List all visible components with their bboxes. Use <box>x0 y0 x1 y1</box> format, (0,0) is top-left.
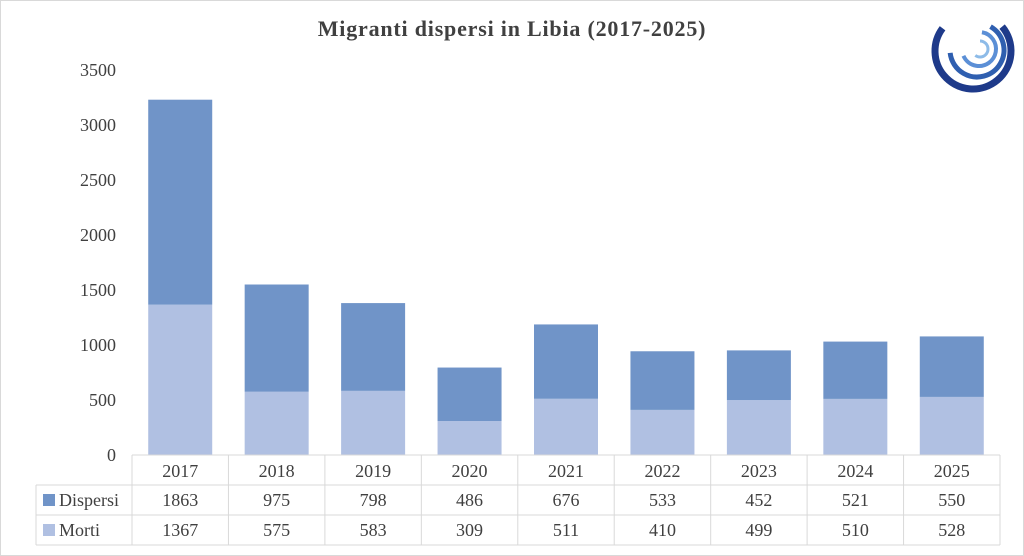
y-tick-label: 3000 <box>80 115 116 135</box>
bar-dispersi-2017 <box>148 99 213 305</box>
legend-key-dispersi <box>43 494 55 506</box>
bar-morti-2024 <box>823 398 888 455</box>
table-value-morti: 528 <box>938 520 965 540</box>
bar-morti-2020 <box>437 421 502 455</box>
bar-dispersi-2018 <box>244 284 309 392</box>
legend-label-dispersi: Dispersi <box>59 490 119 510</box>
table-value-morti: 1367 <box>162 520 198 540</box>
bar-morti-2022 <box>630 409 695 455</box>
table-value-dispersi: 486 <box>456 490 483 510</box>
y-tick-label: 1500 <box>80 280 116 300</box>
y-tick-label: 500 <box>89 390 116 410</box>
bar-dispersi-2021 <box>534 324 598 399</box>
bar-dispersi-2019 <box>341 303 406 391</box>
table-value-morti: 511 <box>553 520 579 540</box>
y-tick-label: 1000 <box>80 335 116 355</box>
bar-morti-2023 <box>726 400 791 455</box>
x-tick-label: 2024 <box>837 461 873 481</box>
table-value-morti: 309 <box>456 520 483 540</box>
table-value-morti: 575 <box>263 520 290 540</box>
table-value-dispersi: 533 <box>649 490 676 510</box>
bar-dispersi-2024 <box>823 341 888 399</box>
x-tick-label: 2020 <box>452 461 488 481</box>
table-value-dispersi: 1863 <box>162 490 198 510</box>
table-value-dispersi: 798 <box>360 490 387 510</box>
bar-morti-2018 <box>244 391 309 455</box>
legend-label-morti: Morti <box>59 520 100 540</box>
x-tick-label: 2019 <box>355 461 391 481</box>
table-value-dispersi: 550 <box>938 490 965 510</box>
x-tick-label: 2023 <box>741 461 777 481</box>
x-tick-label: 2025 <box>934 461 970 481</box>
bar-morti-2021 <box>534 398 598 455</box>
table-value-morti: 410 <box>649 520 676 540</box>
bar-dispersi-2022 <box>630 351 695 410</box>
y-tick-label: 0 <box>107 445 116 465</box>
chart-title: Migranti dispersi in Libia (2017-2025) <box>317 16 707 41</box>
bar-morti-2019 <box>341 390 406 455</box>
y-tick-label: 2500 <box>80 170 116 190</box>
x-tick-label: 2021 <box>548 461 584 481</box>
x-tick-label: 2022 <box>644 461 680 481</box>
table-value-dispersi: 975 <box>263 490 290 510</box>
bar-morti-2025 <box>919 396 984 455</box>
bar-dispersi-2025 <box>919 336 984 397</box>
table-value-morti: 499 <box>745 520 772 540</box>
y-tick-label: 2000 <box>80 225 116 245</box>
bar-dispersi-2023 <box>726 350 791 401</box>
y-tick-label: 3500 <box>80 60 116 80</box>
legend-key-morti <box>43 524 55 536</box>
table-value-dispersi: 521 <box>842 490 869 510</box>
bar-dispersi-2020 <box>437 367 502 422</box>
x-tick-label: 2017 <box>162 461 198 481</box>
table-value-morti: 583 <box>360 520 387 540</box>
bar-morti-2017 <box>148 304 213 455</box>
table-value-morti: 510 <box>842 520 869 540</box>
concentric-circles-logo-icon <box>931 9 1015 93</box>
table-value-dispersi: 452 <box>745 490 772 510</box>
table-value-dispersi: 676 <box>553 490 580 510</box>
x-tick-label: 2018 <box>259 461 295 481</box>
